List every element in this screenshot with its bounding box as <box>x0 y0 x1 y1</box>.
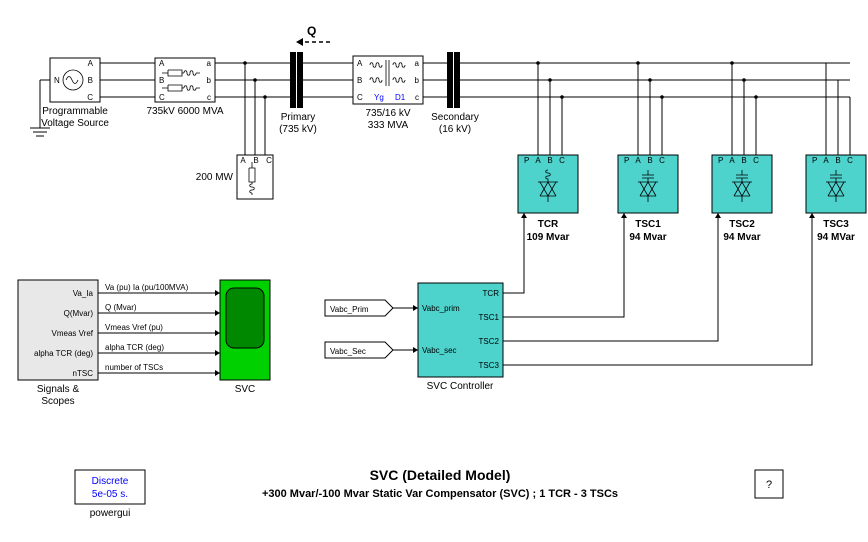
tsc2-name: TSC2 <box>729 219 755 230</box>
from2-label: Vabc_Sec <box>330 347 366 356</box>
port-B: B <box>159 76 164 85</box>
from1-label: Vabc_Prim <box>330 305 369 314</box>
t1B: B <box>647 156 652 165</box>
signals-label2: Scopes <box>41 396 74 407</box>
ctrl-tcr: TCR <box>483 289 500 298</box>
wire-label-1: Va (pu) Ia (pu/100MVA) <box>105 283 189 292</box>
xfmr-label1: 735/16 kV <box>365 108 410 119</box>
primary-label1: Primary <box>281 112 315 123</box>
tsc3-rating: 94 MVar <box>817 232 855 243</box>
help-label: ? <box>766 479 772 491</box>
t3A: A <box>823 156 829 165</box>
wire-label-5: number of TSCs <box>105 363 163 372</box>
sec-label1: Secondary <box>431 112 479 123</box>
sig-out4: alpha TCR (deg) <box>34 349 93 358</box>
port-c: C <box>87 93 93 102</box>
scope-label: SVC <box>235 384 256 395</box>
ctrl-tsc1: TSC1 <box>479 313 500 322</box>
tsc3-name: TSC3 <box>823 219 849 230</box>
t3B: B <box>835 156 840 165</box>
q-label: Q <box>307 24 316 38</box>
load-A: A <box>240 156 246 165</box>
xfmr-label2: 333 MVA <box>368 120 409 131</box>
tsc1-rating: 94 Mvar <box>629 232 666 243</box>
title-sub: +300 Mvar/-100 Mvar Static Var Compensat… <box>262 488 618 500</box>
pg-l1: Discrete <box>92 476 129 487</box>
sig-out1: Va_Ia <box>73 289 94 298</box>
xC: C <box>357 93 363 102</box>
tcrP: P <box>524 156 529 165</box>
wire-label-3: Vmeas Vref (pu) <box>105 323 163 332</box>
tcrC: C <box>559 156 565 165</box>
wire-label-2: Q (Mvar) <box>105 303 137 312</box>
pg-label: powergui <box>90 508 131 519</box>
signals-label1: Signals & <box>37 384 80 395</box>
sec-label2: (16 kV) <box>439 124 471 135</box>
tcrA: A <box>535 156 541 165</box>
t2A: A <box>729 156 735 165</box>
xA: A <box>357 59 363 68</box>
xa: a <box>415 59 420 68</box>
t2C: C <box>753 156 759 165</box>
t2B: B <box>741 156 746 165</box>
xb: b <box>415 76 420 85</box>
xD1: D1 <box>395 93 406 102</box>
source-impedance[interactable]: A B C a b c 735kV 6000 MVA <box>146 58 223 117</box>
tsc2-rating: 94 Mvar <box>723 232 760 243</box>
port-c2: c <box>207 93 211 102</box>
svc-controller[interactable]: Vabc_prim Vabc_sec TCR TSC1 TSC2 TSC3 SV… <box>418 283 503 392</box>
ctrl-in2: Vabc_sec <box>422 346 457 355</box>
port-C: C <box>159 93 165 102</box>
ctrl-tsc3: TSC3 <box>479 361 500 370</box>
wire-label-4: alpha TCR (deg) <box>105 343 164 352</box>
port-a: A <box>88 59 94 68</box>
xYg: Yg <box>374 93 384 102</box>
sig-out5: nTSC <box>73 369 94 378</box>
scope-svc[interactable]: SVC <box>220 280 270 395</box>
t3C: C <box>847 156 853 165</box>
t1C: C <box>659 156 665 165</box>
sig-out2: Q(Mvar) <box>64 309 94 318</box>
t1P: P <box>624 156 629 165</box>
pvs-label1: Programmable <box>42 106 108 117</box>
ctrl-in1: Vabc_prim <box>422 304 460 313</box>
load-C: C <box>266 156 272 165</box>
help-button[interactable]: ? <box>755 470 783 498</box>
ctrl-tsc2: TSC2 <box>479 337 500 346</box>
programmable-voltage-source[interactable]: N A B C Programmable Voltage Source <box>41 58 109 129</box>
t1A: A <box>635 156 641 165</box>
xc: c <box>415 93 419 102</box>
xB: B <box>357 76 362 85</box>
tcrB: B <box>547 156 552 165</box>
port-n: N <box>54 76 60 85</box>
title-main: SVC (Detailed Model) <box>370 467 511 483</box>
port-b2: b <box>207 76 212 85</box>
src-imp-label: 735kV 6000 MVA <box>146 106 223 117</box>
port-b: B <box>88 76 93 85</box>
sig-out3: Vmeas Vref <box>52 329 94 338</box>
from-vabc-prim[interactable]: Vabc_Prim <box>325 300 393 316</box>
t3P: P <box>812 156 817 165</box>
load-B: B <box>253 156 258 165</box>
tsc1-name: TSC1 <box>635 219 661 230</box>
port-A: A <box>159 59 165 68</box>
tcr-rating: 109 Mvar <box>527 232 570 243</box>
pg-l2: 5e-05 s. <box>92 489 128 500</box>
t2P: P <box>718 156 723 165</box>
ctrl-label: SVC Controller <box>427 381 494 392</box>
pvs-label2: Voltage Source <box>41 118 109 129</box>
load-label: 200 MW <box>196 172 234 183</box>
tcr-name: TCR <box>538 219 559 230</box>
primary-label2: (735 kV) <box>279 124 317 135</box>
port-a2: a <box>207 59 212 68</box>
from-vabc-sec[interactable]: Vabc_Sec <box>325 342 393 358</box>
